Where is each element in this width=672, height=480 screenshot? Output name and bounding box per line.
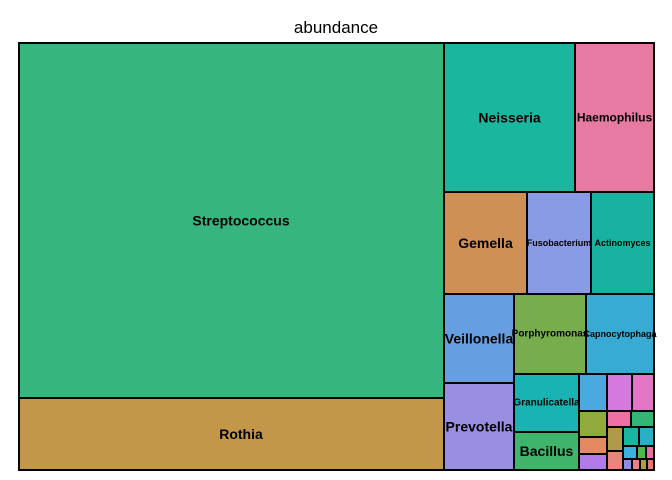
treemap-tile-fusobacterium — [526, 191, 592, 295]
tile-label-veillonella: Veillonella — [445, 331, 514, 347]
treemap-tile-30 — [639, 458, 648, 471]
treemap-tile-14 — [606, 373, 633, 412]
treemap-tile-28 — [622, 458, 633, 471]
treemap-tile-29 — [631, 458, 641, 471]
tile-label-actinomyces: Actinomyces — [594, 238, 650, 248]
treemap-tile-17 — [606, 410, 632, 428]
treemap-tile-22 — [638, 426, 655, 447]
tile-label-fusobacterium: Fusobacterium — [527, 238, 592, 248]
treemap-tile-bacillus — [513, 431, 580, 471]
treemap-tile-31 — [646, 458, 655, 471]
tile-label-gemella: Gemella — [458, 235, 513, 251]
treemap-tile-27 — [645, 445, 655, 460]
tile-label-capnocytophaga: Capnocytophaga — [583, 329, 657, 339]
tile-label-prevotella: Prevotella — [446, 419, 513, 435]
treemap-tile-veillonella — [443, 293, 515, 384]
treemap-tile-26 — [636, 445, 647, 460]
tile-label-rothia: Rothia — [219, 426, 263, 442]
treemap-tile-16 — [578, 410, 608, 438]
treemap-tile-capnocytophaga — [585, 293, 655, 375]
chart-title: abundance — [294, 18, 378, 37]
tile-label-porphyromonas: Porphyromonas — [512, 329, 589, 340]
treemap-tile-granulicatella — [513, 373, 580, 433]
treemap-tile-23 — [578, 453, 608, 471]
treemap-tile-13 — [578, 373, 608, 412]
treemap-tile-neisseria — [443, 42, 576, 193]
treemap-tile-25 — [622, 445, 638, 460]
tile-label-haemophilus: Haemophilus — [577, 111, 653, 125]
treemap-tiles: Streptococcus Rothia Neisseria Haemophilus G… — [18, 42, 657, 471]
treemap-tile-19 — [578, 436, 608, 455]
treemap-tile-rothia — [18, 397, 464, 471]
tile-label-granulicatella: Granulicatella — [513, 398, 580, 409]
treemap-tile-24 — [606, 450, 624, 471]
treemap-tile-18 — [630, 410, 655, 428]
treemap-tile-15 — [631, 373, 655, 412]
treemap-tile-haemophilus — [574, 42, 655, 193]
treemap-tile-20 — [606, 426, 624, 452]
treemap-tile-21 — [622, 426, 640, 447]
tile-label-streptococcus: Streptococcus — [192, 213, 289, 229]
tile-label-bacillus: Bacillus — [520, 443, 574, 459]
tile-label-neisseria: Neisseria — [478, 110, 540, 126]
treemap-tile-streptococcus — [18, 42, 464, 399]
